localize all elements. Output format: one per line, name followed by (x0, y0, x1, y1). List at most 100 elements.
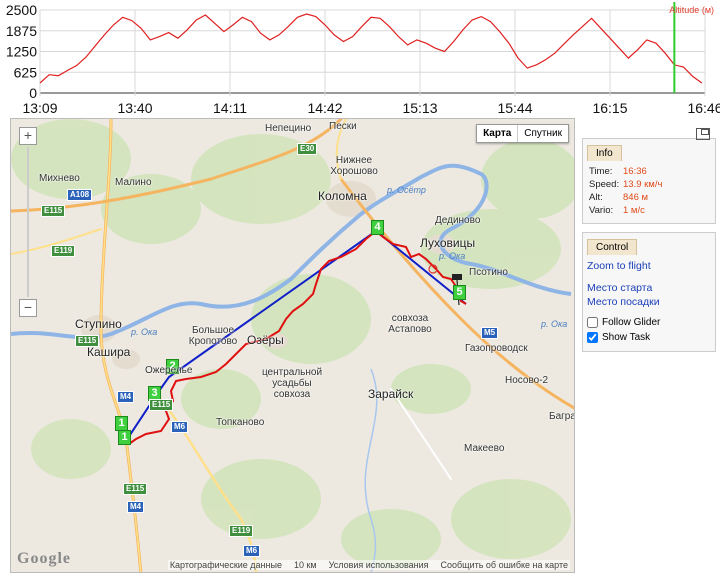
info-row-time: Time: 16:36 (583, 165, 715, 178)
altitude-series-line (39, 13, 703, 84)
follow-glider-option[interactable]: Follow Glider (583, 315, 715, 330)
road-shield: E115 (149, 399, 174, 411)
google-logo: Google (17, 550, 71, 567)
landing-location-link[interactable]: Место посадки (587, 296, 660, 308)
town-label: Газопроводск (465, 343, 528, 354)
town-label: Багра (549, 411, 575, 422)
altitude-chart: 2500 1875 1250 625 0 13:09 13:40 14:11 14:42 15:… (6, 2, 720, 116)
town-label: Малино (115, 177, 152, 188)
river-label: р. Ока (131, 327, 158, 337)
task-route-line (125, 229, 467, 442)
waypoint-marker[interactable]: 4 (371, 220, 384, 235)
info-value: 16:36 (623, 166, 647, 177)
town-label: Ступино (75, 317, 122, 331)
town-label: Дединово (435, 215, 481, 226)
chart-x-tick-label: 15:44 (497, 100, 532, 116)
river-label: р. Ока (439, 251, 466, 261)
map-data-credit: Картографические данные (169, 560, 282, 570)
town-label: Озёры (247, 333, 284, 347)
expand-icon[interactable] (696, 128, 710, 140)
info-tab[interactable]: Info (587, 145, 622, 161)
chart-y-tick-label: 0 (29, 85, 37, 101)
waypoint-marker[interactable]: 2 (166, 359, 179, 374)
chart-x-tick-label: 13:40 (117, 100, 152, 116)
report-error-link[interactable]: Сообщить об ошибке на карте (440, 560, 568, 570)
town-label: Пески (329, 121, 357, 132)
chart-y-tick-labels: 2500 1875 1250 625 0 (6, 2, 37, 101)
chart-x-tick-labels: 13:09 13:40 14:11 14:42 15:13 15:44 16:15 16:46 (22, 100, 720, 116)
town-label: Ожерелье (145, 365, 193, 376)
zoom-control: + − (19, 127, 37, 317)
chart-y-tick-label: 625 (14, 64, 38, 80)
road-shield: E119 (51, 245, 76, 257)
flight-track-line (128, 229, 467, 445)
town-label: Кашира (87, 345, 131, 359)
waypoint-marker[interactable]: 5 (453, 285, 466, 300)
town-label: Макеево (464, 443, 505, 454)
info-label: Alt: (589, 192, 603, 203)
info-panel: Info Time: 16:36 Speed: 13.9 км/ч Alt: 8… (582, 138, 716, 224)
control-panel: Control Zoom to flight Место старта Мест… (582, 232, 716, 352)
terms-link[interactable]: Условия использования (328, 560, 429, 570)
show-task-checkbox[interactable] (587, 332, 598, 343)
chart-y-tick-label: 2500 (6, 2, 37, 18)
show-task-option[interactable]: Show Task (583, 330, 715, 345)
road-shield: E115 (75, 335, 100, 347)
control-tab[interactable]: Control (587, 239, 638, 255)
road-shield: M4 (117, 391, 135, 403)
road-shield: M4 (127, 501, 145, 513)
road-shield: M6 (243, 545, 261, 557)
town-label: Топканово (216, 417, 265, 428)
follow-glider-checkbox[interactable] (587, 317, 598, 328)
info-row-vario: Vario: 1 м/с (583, 204, 715, 217)
town-label: Непецино (265, 123, 312, 134)
waypoint-marker[interactable]: 1 (115, 416, 128, 431)
waypoint-marker[interactable]: 1 (118, 430, 131, 445)
map-scale-label: 10 км (293, 560, 317, 570)
zoom-to-flight-link[interactable]: Zoom to flight (587, 260, 651, 272)
chart-x-tick-label: 15:13 (402, 100, 437, 116)
chart-y-tick-label: 1875 (6, 23, 37, 39)
info-value: 846 м (623, 192, 649, 203)
map-type-toggle: Карта Спутник (476, 124, 569, 143)
river-label: р. Ока (541, 319, 568, 329)
map-type-map-button[interactable]: Карта (477, 125, 519, 142)
show-task-label: Show Task (602, 332, 651, 343)
info-value: 1 м/с (623, 205, 645, 216)
zoom-slider-track[interactable] (27, 147, 29, 297)
map-type-satellite-button[interactable]: Спутник (524, 128, 562, 139)
town-label: центральной усадьбы совхоза (261, 367, 323, 400)
oka-river (11, 163, 572, 340)
start-location-marker[interactable] (428, 264, 438, 274)
road-shield: E30 (297, 143, 318, 155)
chart-grid (39, 9, 706, 96)
chart-x-tick-label: 13:09 (22, 100, 57, 116)
town-label: Михнево (39, 173, 80, 184)
chart-x-tick-label: 16:15 (592, 100, 627, 116)
chart-legend: Altitude (м) (669, 5, 714, 15)
info-label: Time: (589, 166, 613, 177)
town-label: Псотино (469, 267, 508, 278)
town-label: Носово-2 (505, 375, 549, 386)
road-shield: E119 (229, 525, 254, 537)
town-label: совхоза Астапово (388, 313, 432, 335)
side-panel: Info Time: 16:36 Speed: 13.9 км/ч Alt: 8… (582, 122, 716, 573)
town-label: Коломна (318, 189, 367, 203)
info-label: Speed: (589, 179, 620, 190)
map-attribution: Картографические данные 10 км Условия ис… (167, 560, 570, 570)
road-shield: A108 (67, 189, 93, 201)
chart-x-tick-label: 14:11 (213, 100, 247, 116)
info-value: 13.9 км/ч (623, 179, 663, 190)
chart-x-tick-label: 16:46 (687, 100, 720, 116)
map-view[interactable]: 1 1 2 3 4 5 Непецино Пески Нижнее Хорошо… (10, 118, 575, 573)
town-label: Нижнее Хорошово (330, 155, 378, 177)
zoom-in-button[interactable]: + (19, 127, 37, 145)
chart-y-tick-label: 1250 (6, 44, 37, 60)
river-label: р. Осётр (387, 185, 426, 195)
zoom-out-button[interactable]: − (19, 299, 37, 317)
start-location-link[interactable]: Место старта (587, 282, 653, 294)
chart-x-tick-label: 14:42 (307, 100, 342, 116)
info-row-alt: Alt: 846 м (583, 191, 715, 204)
follow-glider-label: Follow Glider (602, 317, 661, 328)
road-shield: E115 (41, 205, 66, 217)
